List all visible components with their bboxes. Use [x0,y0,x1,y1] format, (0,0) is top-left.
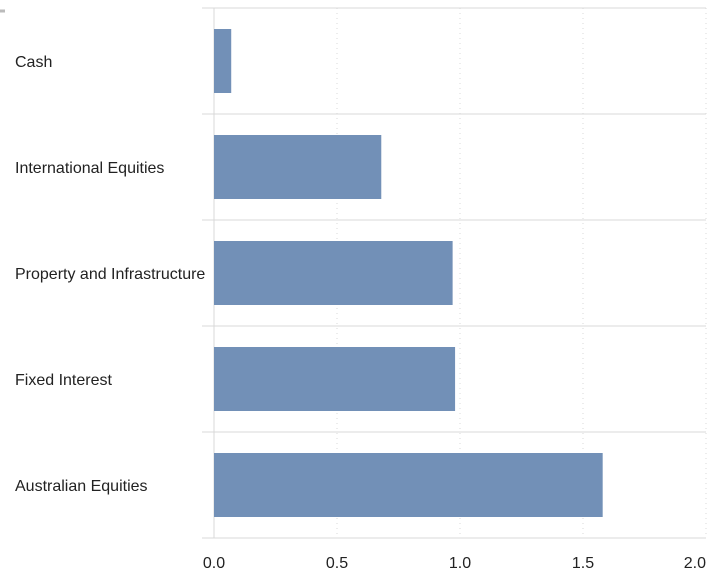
bars [214,29,603,517]
category-labels: Cash International Equities Property and I… [15,54,205,495]
category-separators [202,7,706,539]
x-tick-label: 0.0 [203,555,225,572]
x-tick-label: 0.5 [326,555,348,572]
category-label: Cash [15,54,52,71]
bar [214,29,232,93]
category-label: Fixed Interest [15,372,112,389]
x-tick-label: 2.0 [684,555,706,572]
bar [214,241,453,305]
bar [214,453,603,517]
x-tick-label: 1.0 [449,555,471,572]
bar [214,135,382,199]
category-label: Property and Infrastructure [15,266,205,283]
category-label: Australian Equities [15,478,148,495]
bar [214,347,456,411]
x-tick-label: 1.5 [572,555,594,572]
category-label: International Equities [15,160,164,177]
x-tick-labels: 0.0 0.5 1.0 1.5 2.0 [203,555,706,572]
